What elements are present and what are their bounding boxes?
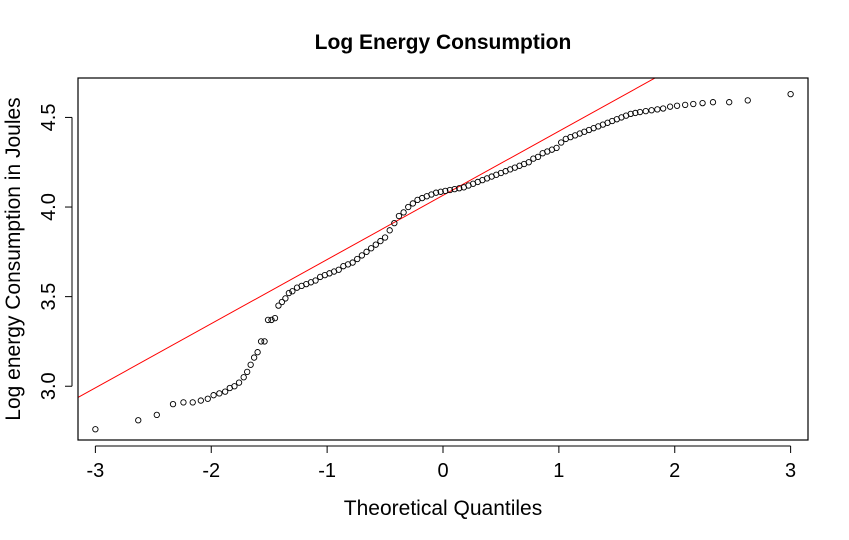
data-point — [197, 397, 204, 404]
data-point — [709, 99, 717, 106]
data-point — [395, 212, 403, 220]
plot-frame — [77, 77, 809, 441]
data-point — [204, 395, 211, 402]
data-point — [636, 108, 644, 116]
data-point — [632, 109, 639, 117]
y-tick-label: 3.5 — [38, 283, 60, 311]
data-point — [335, 266, 342, 273]
data-point — [240, 374, 247, 381]
data-point — [169, 401, 177, 408]
data-point — [558, 139, 565, 146]
data-point — [391, 220, 398, 227]
chart-title: Log Energy Consumption — [315, 31, 572, 54]
data-point — [210, 392, 217, 399]
data-point — [222, 388, 229, 395]
x-axis: -3 -2 -1 0 1 2 3 — [86, 445, 796, 482]
y-axis-label: Log energy Consumption in Joules — [2, 97, 25, 420]
data-point — [278, 298, 286, 306]
data-point — [289, 288, 296, 295]
data-point — [372, 241, 379, 248]
data-point — [726, 99, 733, 106]
x-tick-label: 3 — [785, 460, 796, 482]
data-point — [377, 237, 384, 245]
data-point — [682, 101, 689, 109]
y-axis: 3.0 3.5 4.0 4.5 — [38, 104, 73, 400]
data-point — [250, 354, 258, 361]
x-axis-label: Theoretical Quantiles — [344, 497, 542, 520]
data-point — [368, 245, 375, 252]
data-point — [312, 277, 319, 284]
data-point — [180, 399, 187, 406]
data-point — [699, 99, 706, 107]
x-tick-label: -3 — [86, 460, 104, 482]
data-point — [381, 234, 389, 241]
data-point — [690, 100, 697, 108]
data-point — [553, 144, 560, 152]
x-tick-label: 2 — [669, 460, 680, 482]
data-point — [254, 349, 261, 356]
data-point — [271, 314, 279, 322]
data-point — [648, 107, 655, 114]
data-point — [400, 209, 407, 216]
qq-points — [92, 90, 794, 433]
data-point — [627, 110, 634, 117]
y-tick-label: 4.5 — [38, 104, 60, 132]
data-point — [358, 252, 366, 259]
data-point — [446, 186, 454, 194]
x-tick-label: 0 — [437, 460, 448, 482]
data-point — [257, 338, 265, 345]
x-tick-label: -2 — [202, 460, 220, 482]
data-point — [534, 153, 542, 161]
data-point — [92, 426, 99, 433]
data-point — [189, 399, 196, 406]
data-point — [405, 203, 412, 211]
data-point — [275, 302, 282, 309]
data-point — [525, 159, 532, 166]
data-point — [673, 102, 681, 109]
data-point — [787, 90, 794, 98]
data-point — [409, 200, 417, 207]
data-point — [456, 185, 463, 192]
data-point — [153, 411, 160, 419]
data-point — [261, 338, 268, 345]
x-tick-label: -1 — [318, 460, 336, 482]
data-point — [386, 227, 393, 234]
y-tick-label: 3.0 — [38, 372, 60, 400]
data-point — [744, 97, 751, 104]
x-tick-label: 1 — [553, 460, 564, 482]
data-point — [285, 289, 293, 297]
y-tick-label: 4.0 — [38, 193, 60, 221]
data-point — [231, 383, 238, 390]
data-point — [442, 187, 449, 195]
data-point — [363, 248, 370, 255]
data-point — [437, 188, 444, 195]
data-point — [135, 417, 142, 424]
data-point — [268, 316, 275, 324]
data-point — [654, 106, 661, 113]
data-point — [642, 108, 649, 115]
data-point — [660, 105, 667, 112]
data-point — [354, 255, 361, 263]
data-point — [264, 316, 272, 324]
data-point — [349, 259, 356, 266]
data-point — [247, 361, 254, 368]
data-point — [432, 189, 440, 196]
data-point — [282, 295, 289, 302]
qq-reference-line — [78, 78, 657, 398]
data-point — [235, 379, 243, 386]
data-point — [244, 368, 251, 376]
data-point — [451, 185, 458, 193]
data-point — [666, 103, 674, 110]
data-point — [216, 390, 223, 397]
